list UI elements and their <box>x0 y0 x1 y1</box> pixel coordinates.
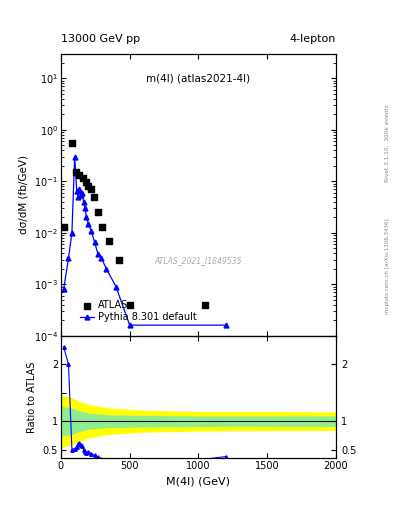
Text: ATLAS_2021_I1849535: ATLAS_2021_I1849535 <box>155 256 242 265</box>
Pythia 8.301 default <box>84 214 89 220</box>
Text: 4-lepton: 4-lepton <box>290 33 336 44</box>
ATLAS <box>202 301 208 309</box>
Pythia 8.301 default <box>92 239 97 245</box>
Pythia 8.301 default <box>104 266 108 272</box>
Y-axis label: dσ/dM (fb/GeV): dσ/dM (fb/GeV) <box>18 155 28 234</box>
Text: m(4l) (atlas2021-4l): m(4l) (atlas2021-4l) <box>147 74 250 83</box>
Pythia 8.301 default <box>127 322 132 328</box>
Pythia 8.301 default <box>99 255 104 261</box>
Text: mcplots.cern.ch [arXiv:1306.3436]: mcplots.cern.ch [arXiv:1306.3436] <box>385 219 389 314</box>
Pythia 8.301 default <box>86 221 91 227</box>
Pythia 8.301 default <box>61 286 66 292</box>
ATLAS <box>116 255 122 264</box>
ATLAS <box>80 174 86 182</box>
Text: Rivet 3.1.10,  300k events: Rivet 3.1.10, 300k events <box>385 104 389 182</box>
X-axis label: M(4l) (GeV): M(4l) (GeV) <box>167 477 230 486</box>
Pythia 8.301 default <box>81 199 86 205</box>
ATLAS <box>69 139 75 147</box>
ATLAS <box>61 223 67 231</box>
ATLAS <box>73 168 79 176</box>
Pythia 8.301 default <box>114 284 118 290</box>
Pythia 8.301 default <box>83 205 87 211</box>
Pythia 8.301 default <box>72 154 77 160</box>
Y-axis label: Ratio to ATLAS: Ratio to ATLAS <box>27 361 37 433</box>
ATLAS <box>106 237 112 245</box>
Pythia 8.301 default <box>79 191 83 198</box>
Pythia 8.301 default <box>76 194 81 200</box>
ATLAS <box>95 208 101 217</box>
Pythia 8.301 default <box>224 322 228 328</box>
Pythia 8.301 default <box>66 255 71 261</box>
Pythia 8.301 default <box>95 251 100 258</box>
Pythia 8.301 default <box>77 186 82 193</box>
ATLAS <box>85 182 92 190</box>
Pythia 8.301 default <box>70 230 74 236</box>
Pythia 8.301 default <box>80 190 84 197</box>
ATLAS <box>83 178 89 186</box>
ATLAS <box>99 223 105 231</box>
ATLAS <box>75 172 82 180</box>
Pythia 8.301 default <box>74 188 79 194</box>
Legend: ATLAS, Pythia 8.301 default: ATLAS, Pythia 8.301 default <box>79 301 197 323</box>
Line: Pythia 8.301 default: Pythia 8.301 default <box>61 154 228 328</box>
ATLAS <box>88 184 94 193</box>
Text: 13000 GeV pp: 13000 GeV pp <box>61 33 140 44</box>
Pythia 8.301 default <box>89 227 94 233</box>
ATLAS <box>91 193 97 201</box>
ATLAS <box>127 301 133 309</box>
